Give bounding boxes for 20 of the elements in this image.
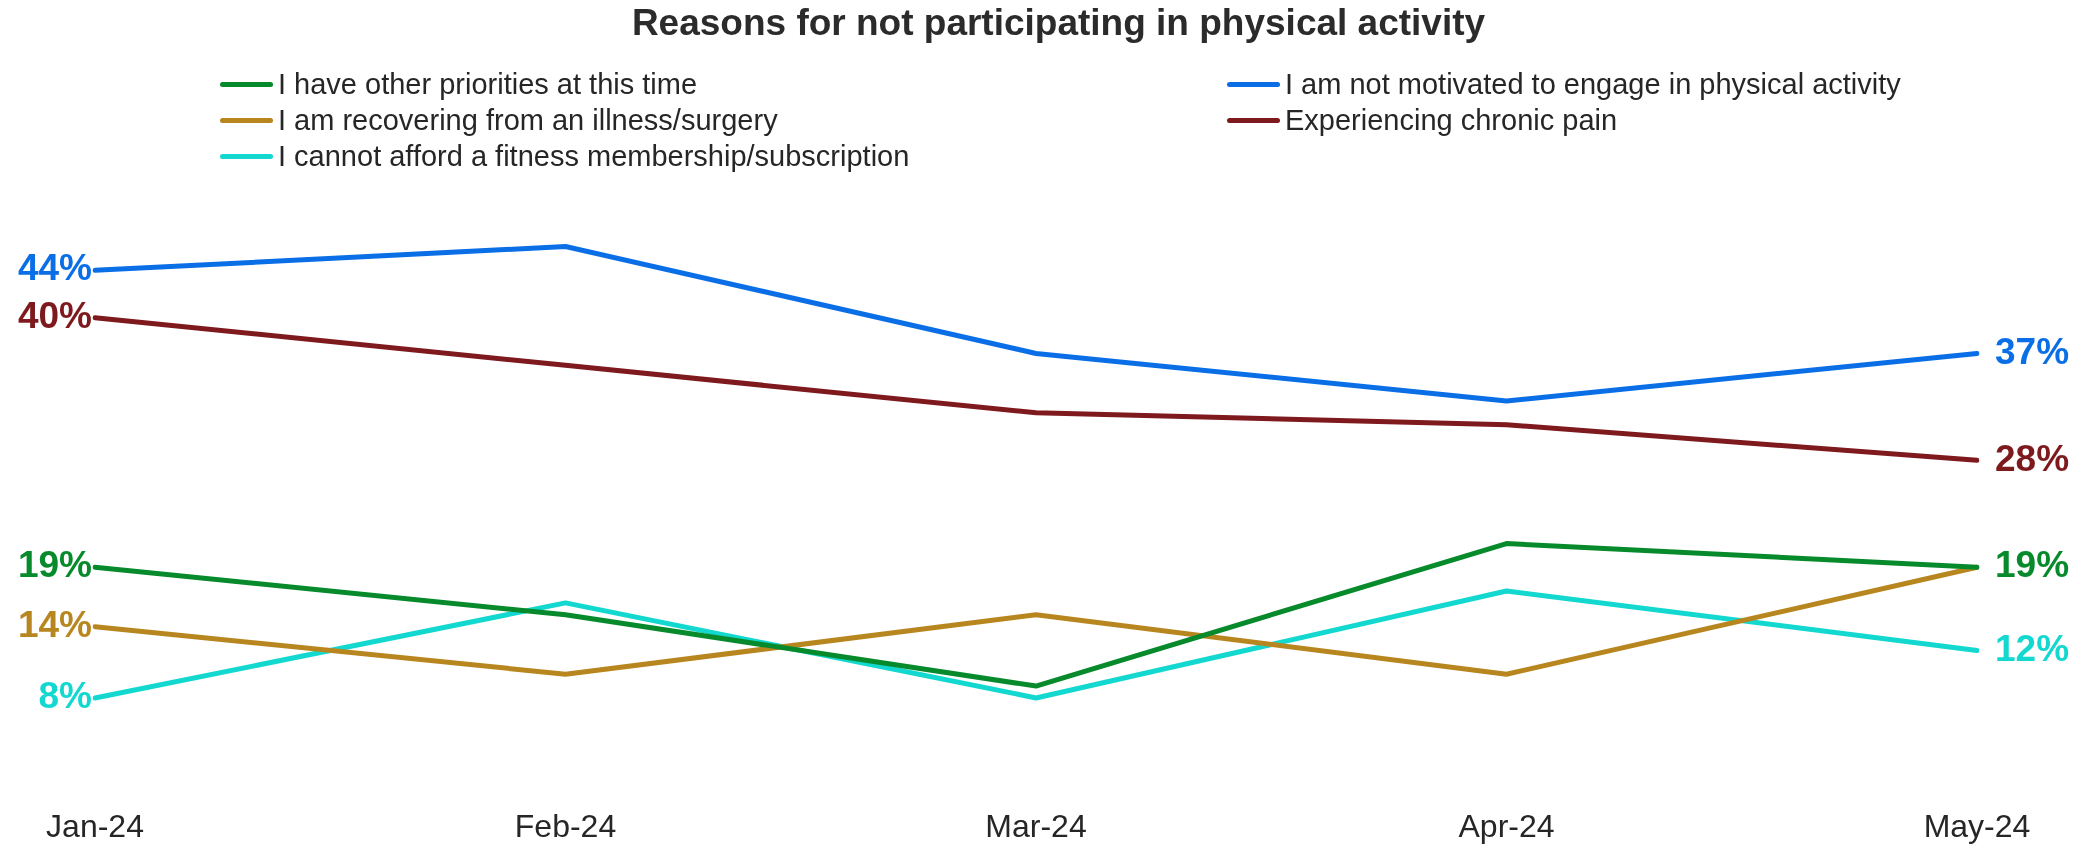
legend-label: I cannot afford a fitness membership/subscription xyxy=(278,139,910,173)
data-label: 28% xyxy=(1995,437,2070,479)
data-label: 44% xyxy=(17,247,92,289)
data-label: 12% xyxy=(1995,627,2070,669)
legend-label: Experiencing chronic pain xyxy=(1285,103,1618,137)
legend-label: I have other priorities at this time xyxy=(278,67,698,101)
data-label: 19% xyxy=(17,544,92,586)
legend-label: I am recovering from an illness/surgery xyxy=(278,103,778,137)
data-label: 14% xyxy=(17,603,92,645)
data-label: 37% xyxy=(1995,330,2070,372)
data-label: 8% xyxy=(38,675,92,717)
x-tick-label: Apr-24 xyxy=(1458,807,1555,844)
data-label: 40% xyxy=(17,295,92,336)
x-tick-label: Mar-24 xyxy=(985,807,1087,844)
legend-label: I am not motivated to engage in physical activity xyxy=(1285,67,1901,101)
data-label: 19% xyxy=(1995,544,2070,586)
x-tick-label: May-24 xyxy=(1923,807,2031,844)
chart-title: Reasons for not participating in physical activity xyxy=(630,1,1487,45)
x-tick-label: Feb-24 xyxy=(514,807,617,844)
x-tick-label: Jan-24 xyxy=(46,807,144,844)
